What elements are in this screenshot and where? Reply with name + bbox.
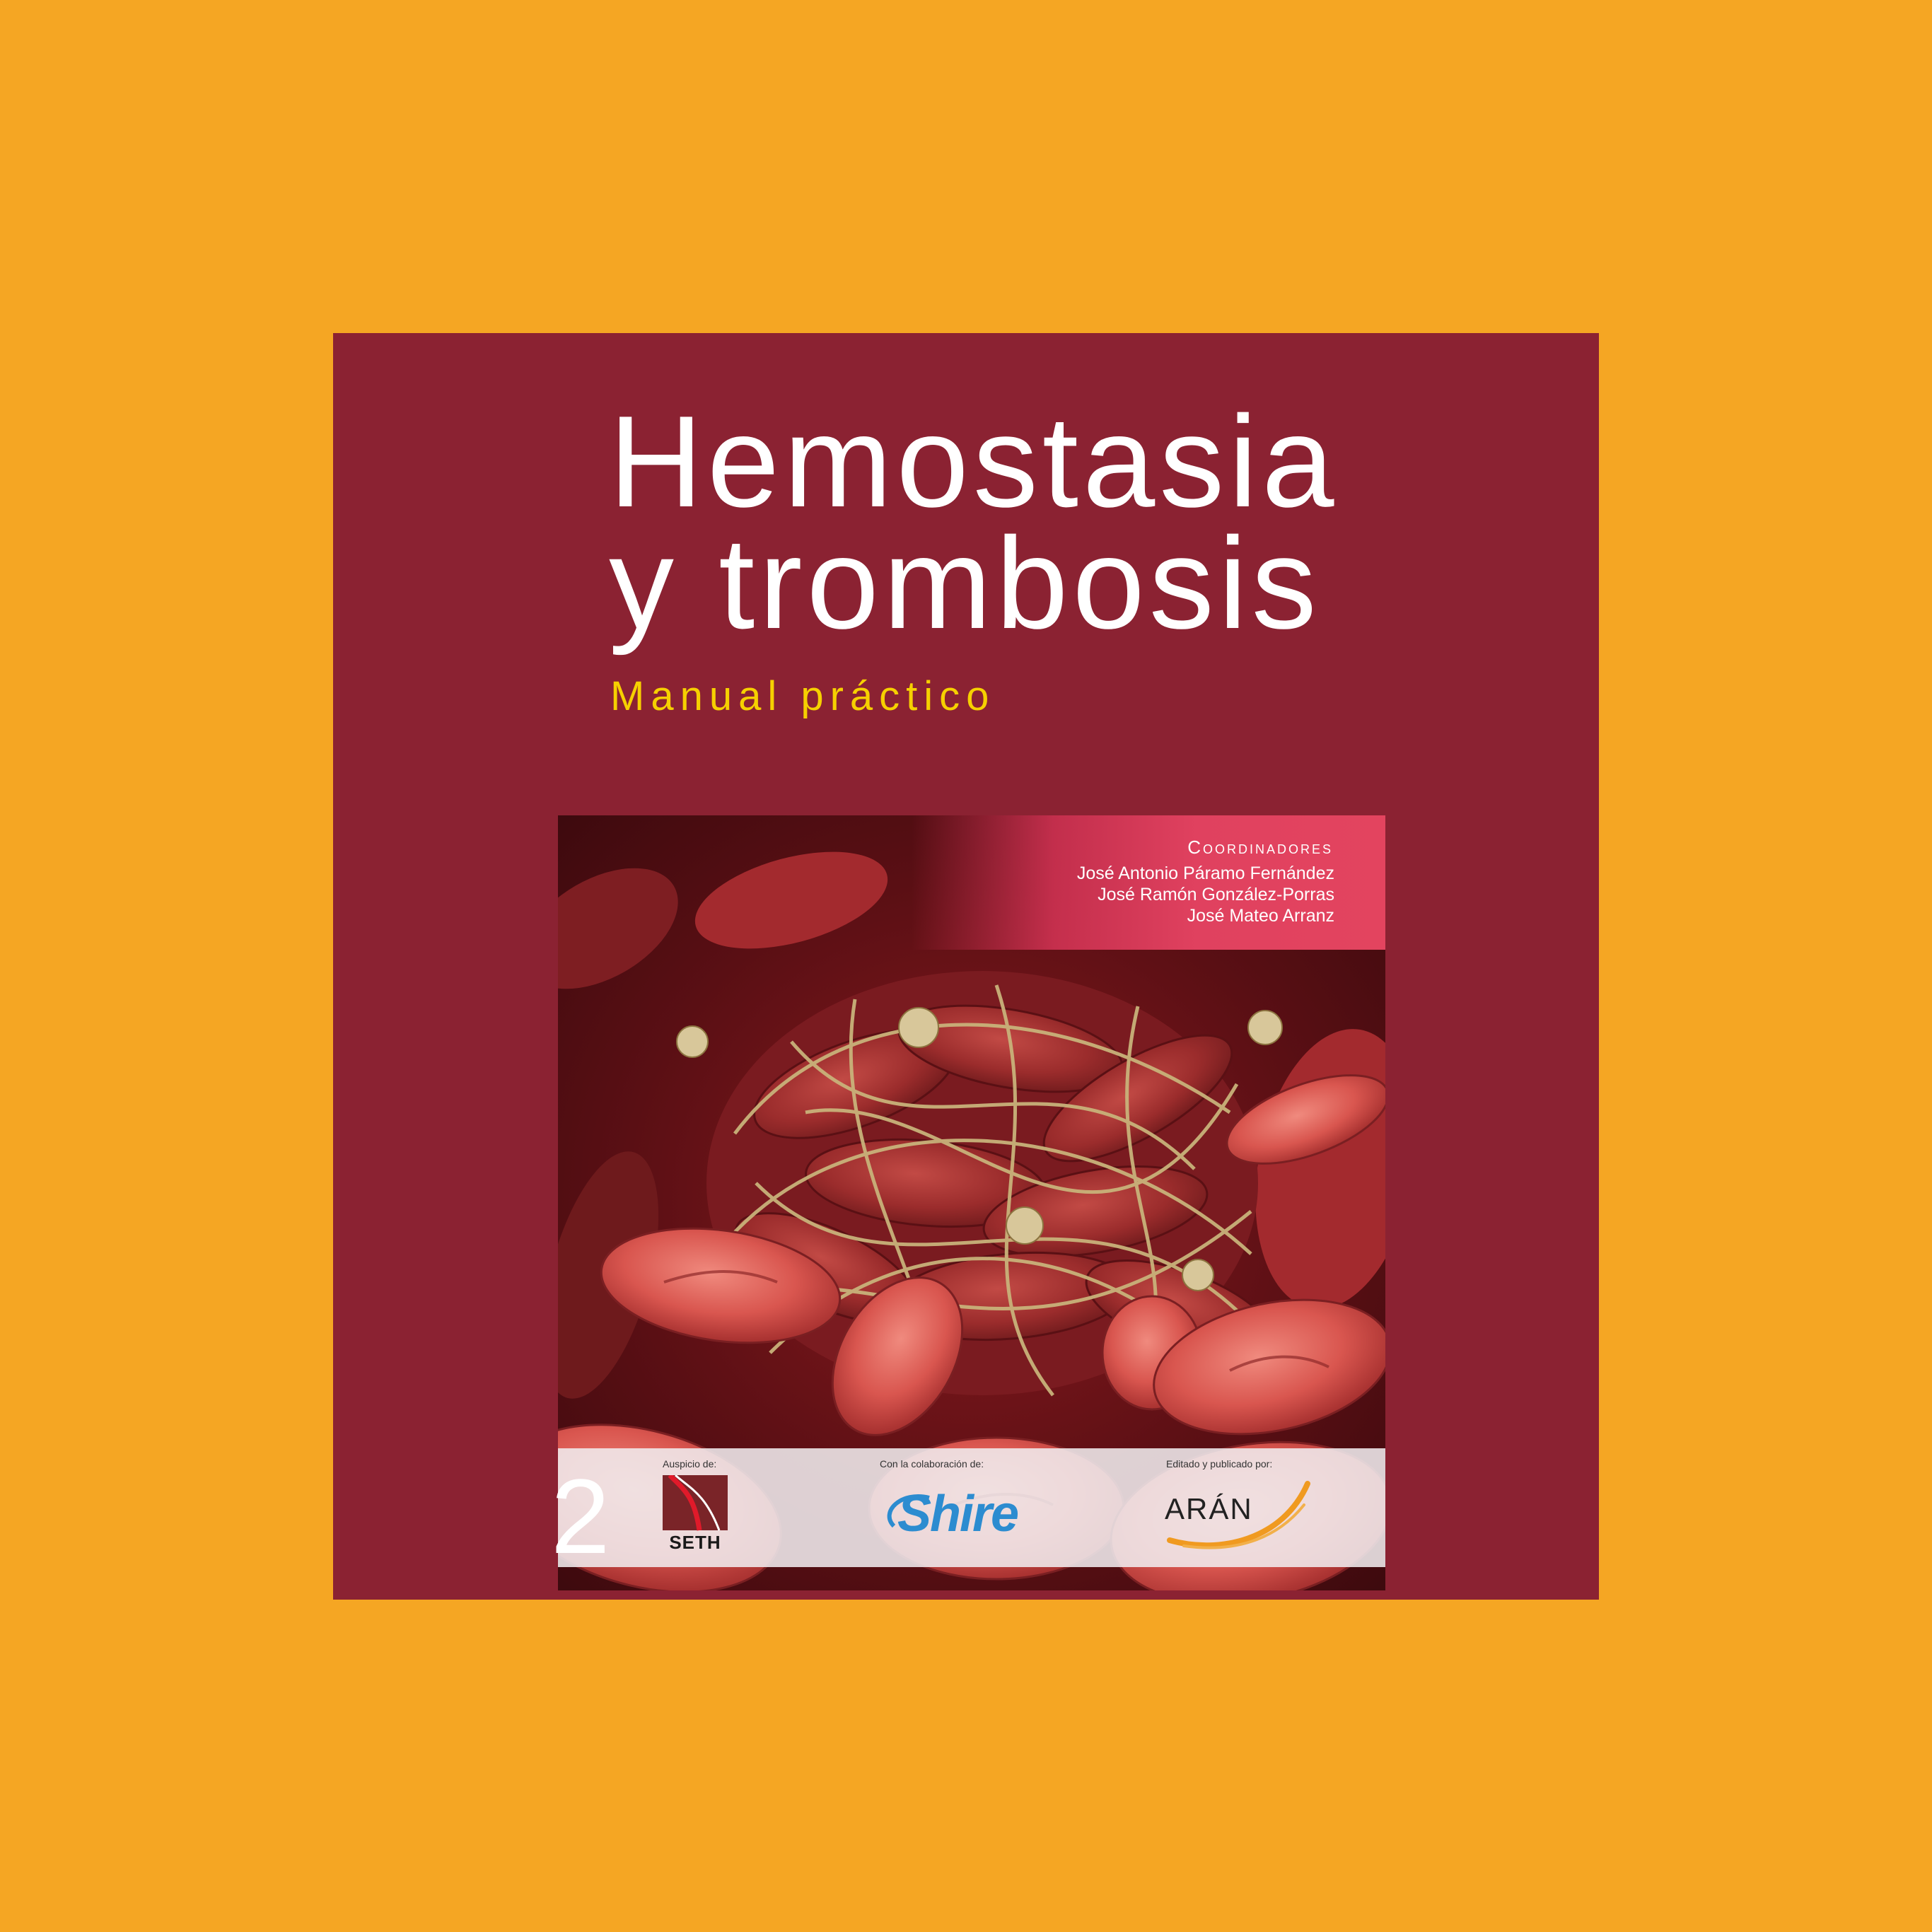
- title-line-1: Hemostasia: [609, 388, 1339, 534]
- aran-logo-text: ARÁN: [1165, 1492, 1253, 1525]
- book-cover: Hemostasia y trombosis Manual práctico: [333, 333, 1599, 1600]
- coordinators-heading: Coordinadores: [1187, 837, 1333, 858]
- coordinator-name: José Ramón González-Porras: [1098, 885, 1334, 904]
- book-title: Hemostasia y trombosis: [609, 388, 1339, 656]
- coordinator-name: José Antonio Páramo Fernández: [1076, 863, 1334, 883]
- coordinators-box: Coordinadores José Antonio Páramo Fernán…: [912, 815, 1385, 950]
- publisher-label: Editado y publicado por:: [1166, 1458, 1273, 1470]
- title-line-2: y trombosis: [609, 510, 1321, 656]
- inner-cover-image: Coordinadores José Antonio Páramo Fernán…: [558, 815, 1385, 1590]
- seth-logo-icon: [663, 1475, 728, 1531]
- book-subtitle: Manual práctico: [610, 673, 996, 719]
- shire-logo-text: Shire: [897, 1486, 1019, 1542]
- sponsor-footer: Auspicio de: Con la colaboración de: Edi…: [558, 1448, 1385, 1567]
- page-number: 2: [551, 1457, 610, 1576]
- auspice-label: Auspicio de:: [663, 1458, 717, 1470]
- seth-logo-text: SETH: [669, 1532, 721, 1553]
- aran-logo-icon: [1167, 1481, 1310, 1549]
- shire-logo-icon: [887, 1494, 930, 1528]
- coordinator-name: José Mateo Arranz: [1187, 906, 1334, 926]
- collaboration-label: Con la colaboración de:: [880, 1458, 984, 1470]
